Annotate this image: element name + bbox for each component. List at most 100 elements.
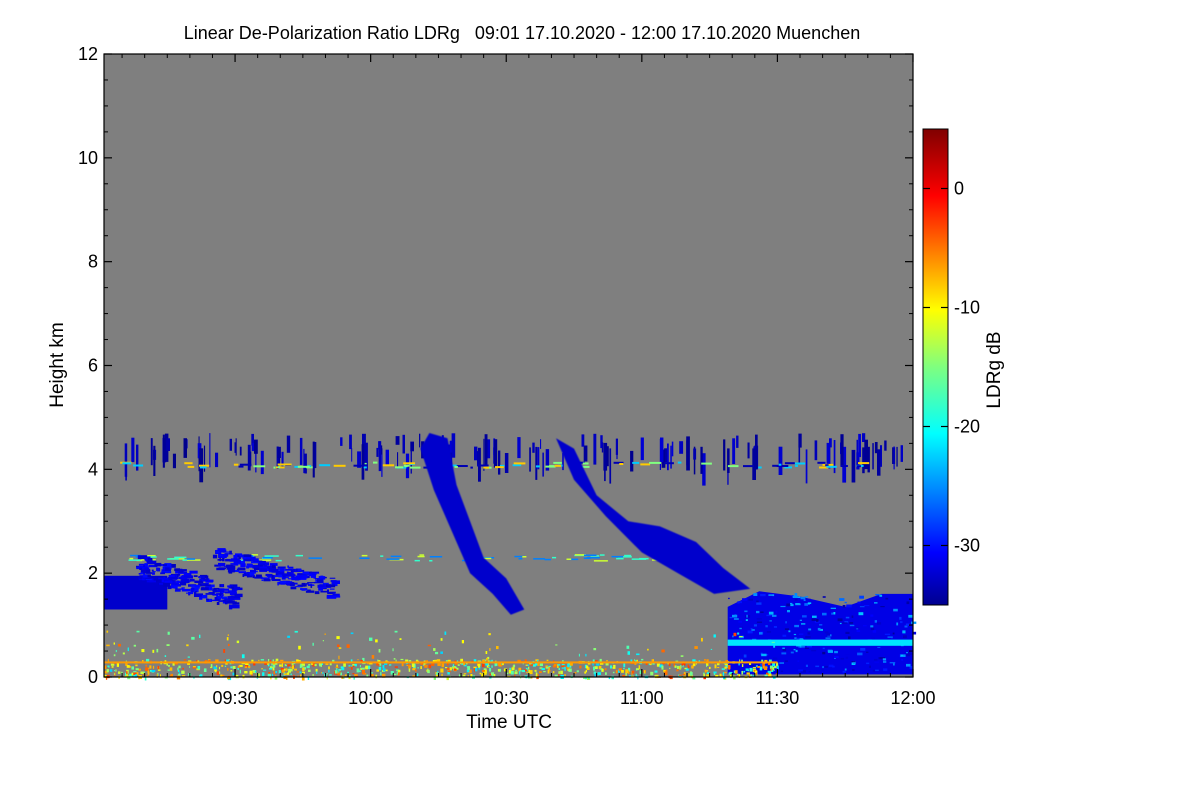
echo-pixel: [767, 661, 771, 666]
echo-pixel: [525, 667, 528, 671]
echo-pixel: [234, 593, 243, 598]
echo-pixel: [540, 439, 542, 449]
echo-pixel: [493, 674, 496, 677]
echo-pixel: [268, 575, 276, 578]
echo-pixel: [303, 448, 305, 474]
echo-pixel: [217, 548, 226, 551]
echo-pixel: [261, 668, 263, 670]
echo-pixel: [146, 674, 149, 677]
echo-pixel: [863, 605, 870, 607]
echo-pixel: [376, 447, 379, 457]
echo-pixel: [874, 608, 877, 611]
echo-pixel: [611, 555, 624, 558]
echo-pixel: [395, 659, 397, 663]
echo-pixel: [253, 662, 256, 666]
fall-streak-2: [556, 438, 751, 594]
echo-pixel: [180, 579, 190, 584]
echo-pixel: [397, 672, 400, 676]
echo-pixel: [209, 433, 211, 468]
echo-pixel: [601, 668, 604, 672]
echo-pixel: [796, 596, 801, 598]
echo-pixel: [249, 571, 255, 576]
echo-pixel: [599, 658, 602, 663]
echo-pixel: [275, 671, 278, 673]
echo-pixel: [776, 665, 779, 670]
echo-pixel: [839, 598, 845, 601]
echo-pixel: [798, 444, 801, 463]
echo-pixel: [755, 665, 758, 667]
echo-pixel: [152, 571, 156, 573]
echo-pixel: [194, 585, 200, 589]
echo-pixel: [301, 676, 305, 681]
echo-pixel: [822, 612, 827, 616]
echo-pixel: [727, 465, 739, 468]
echo-pixel: [186, 559, 201, 561]
echo-pixel: [331, 595, 341, 598]
echo-pixel: [289, 668, 293, 672]
echo-pixel: [826, 632, 831, 636]
echo-pixel: [219, 593, 222, 598]
echo-pixel: [228, 590, 234, 592]
echo-pixel: [756, 610, 760, 614]
echo-pixel: [698, 660, 701, 663]
echo-pixel: [879, 657, 885, 659]
echo-pixel: [217, 588, 225, 592]
echo-pixel: [780, 605, 786, 608]
echo-pixel: [744, 610, 748, 613]
echo-pixel: [280, 582, 286, 585]
echo-pixel: [489, 668, 492, 672]
echo-pixel: [263, 578, 271, 582]
echo-pixel: [144, 676, 147, 681]
echo-pixel: [400, 658, 404, 661]
echo-pixel: [302, 672, 305, 674]
echo-pixel: [384, 669, 388, 672]
echo-pixel: [842, 670, 846, 673]
echo-pixel: [567, 669, 570, 671]
echo-pixel: [210, 666, 212, 669]
echo-pixel: [528, 669, 531, 674]
echo-pixel: [474, 667, 478, 672]
echo-pixel: [272, 664, 276, 668]
echo-pixel: [384, 661, 388, 665]
echo-pixel: [548, 665, 551, 667]
echo-pixel: [804, 603, 808, 606]
echo-pixel: [485, 663, 489, 666]
echo-pixel: [156, 567, 160, 572]
echo-pixel: [906, 601, 910, 605]
echo-pixel: [290, 673, 292, 675]
echo-pixel: [677, 665, 680, 669]
echo-pixel: [713, 634, 716, 638]
echo-pixel: [280, 659, 284, 662]
echo-pixel: [503, 668, 507, 672]
echo-pixel: [254, 567, 263, 570]
echo-pixel: [336, 664, 338, 669]
echo-pixel: [723, 439, 726, 471]
precip-region: [727, 591, 913, 675]
echo-pixel: [562, 453, 564, 471]
echo-pixel: [704, 659, 707, 661]
echo-pixel: [346, 644, 350, 648]
echo-pixel: [721, 668, 725, 670]
echo-pixel: [467, 666, 471, 670]
echo-pixel: [625, 669, 629, 674]
echo-pixel: [199, 634, 201, 638]
echo-pixel: [180, 588, 184, 590]
echo-pixel: [295, 554, 303, 557]
echo-pixel: [436, 659, 441, 662]
echo-pixel: [233, 570, 240, 572]
echo-pixel: [647, 648, 649, 651]
echo-pixel: [519, 670, 522, 672]
echo-pixel: [136, 630, 140, 633]
echo-pixel: [194, 580, 204, 583]
echo-pixel: [266, 565, 276, 568]
low-cloud-streaks-a: [136, 555, 243, 610]
echo-pixel: [455, 666, 457, 669]
echo-pixel: [205, 660, 208, 662]
echo-pixel: [184, 462, 193, 465]
echo-pixel: [876, 622, 882, 625]
echo-pixel: [144, 563, 148, 567]
echo-pixel: [116, 663, 119, 667]
echo-pixel: [265, 562, 270, 566]
echo-pixel: [793, 595, 798, 598]
echo-pixel: [129, 665, 131, 668]
